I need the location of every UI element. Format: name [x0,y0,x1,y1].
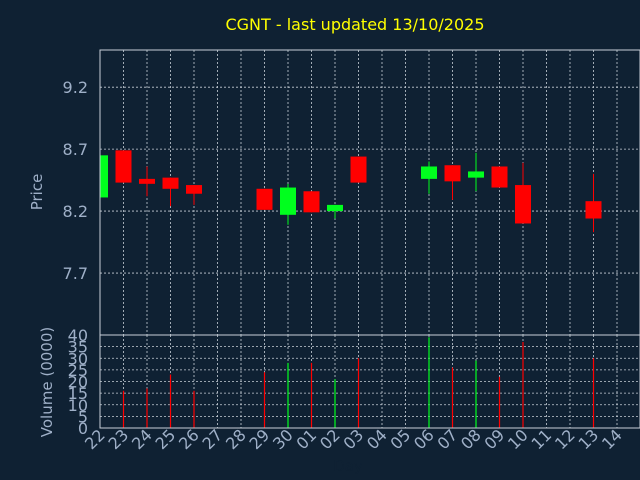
candle-07 [444,165,461,200]
candle-23 [115,150,132,183]
volume-tick-label: 5 [78,407,88,426]
candle-body [468,171,484,178]
candle-body [280,187,296,215]
price-tick-label: 7.7 [63,264,88,283]
candle-body [256,188,273,210]
chart-title: CGNT - last updated 13/10/2025 [225,15,484,34]
candle-body [139,178,155,184]
candle-body [115,150,132,183]
volume-bars [122,337,595,428]
candle-body [186,185,202,194]
candle-body [327,204,343,212]
volume-frame [99,334,640,429]
candle-body [350,156,367,183]
candle-30 [280,183,296,225]
volume-tick-label: 10 [68,396,88,415]
candle-02 [327,204,343,219]
candle-body [162,177,179,189]
candle-03 [350,156,367,183]
candle-01 [303,191,320,213]
candle-09 [491,166,508,188]
candle-26 [186,185,202,205]
volume-tick-label: 30 [68,349,88,368]
price-tick-label: 8.2 [63,202,88,221]
candle-body [515,185,531,224]
x-axis-label: Day [333,457,363,475]
candle-body [491,166,508,188]
volume-tick-label: 0 [78,419,88,438]
price-y-ticks: 7.7 8.2 8.7 9.2 [63,78,88,283]
price-tick-label: 9.2 [63,78,88,97]
candle-08 [468,152,484,192]
candle-24 [139,166,155,197]
volume-tick-label: 25 [68,361,88,380]
candle-29 [256,188,273,210]
candle-body [444,165,461,182]
volume-axis-label: Volume (0000) [38,327,56,437]
x-ticks: 2223242526272829300102030405060708091011… [81,425,626,453]
candle-13 [585,173,602,233]
volume-tick-label: 20 [68,373,88,392]
price-axis-label: Price [28,174,46,211]
candle-06 [421,161,437,194]
candle-body [585,201,602,219]
candle-10 [515,162,531,224]
candle-body [100,155,108,198]
price-tick-label: 8.7 [63,140,88,159]
price-candles [99,150,602,233]
candle-body [303,191,320,213]
volume-tick-label: 35 [68,338,88,357]
candle-body [421,166,437,179]
price-grid [100,50,640,335]
candle-25 [162,177,179,207]
candle-22 [99,155,108,198]
volume-tick-label: 40 [68,326,88,345]
volume-tick-label: 15 [68,384,88,403]
